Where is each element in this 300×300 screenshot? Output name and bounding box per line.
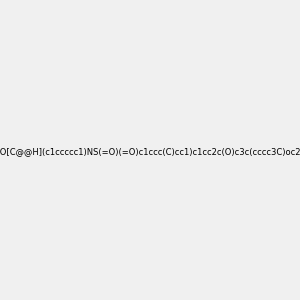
Text: O=C(O[C@@H](c1ccccc1)NS(=O)(=O)c1ccc(C)cc1)c1cc2c(O)c3c(cccc3C)oc2cc1=O: O=C(O[C@@H](c1ccccc1)NS(=O)(=O)c1ccc(C)c… [0,147,300,156]
